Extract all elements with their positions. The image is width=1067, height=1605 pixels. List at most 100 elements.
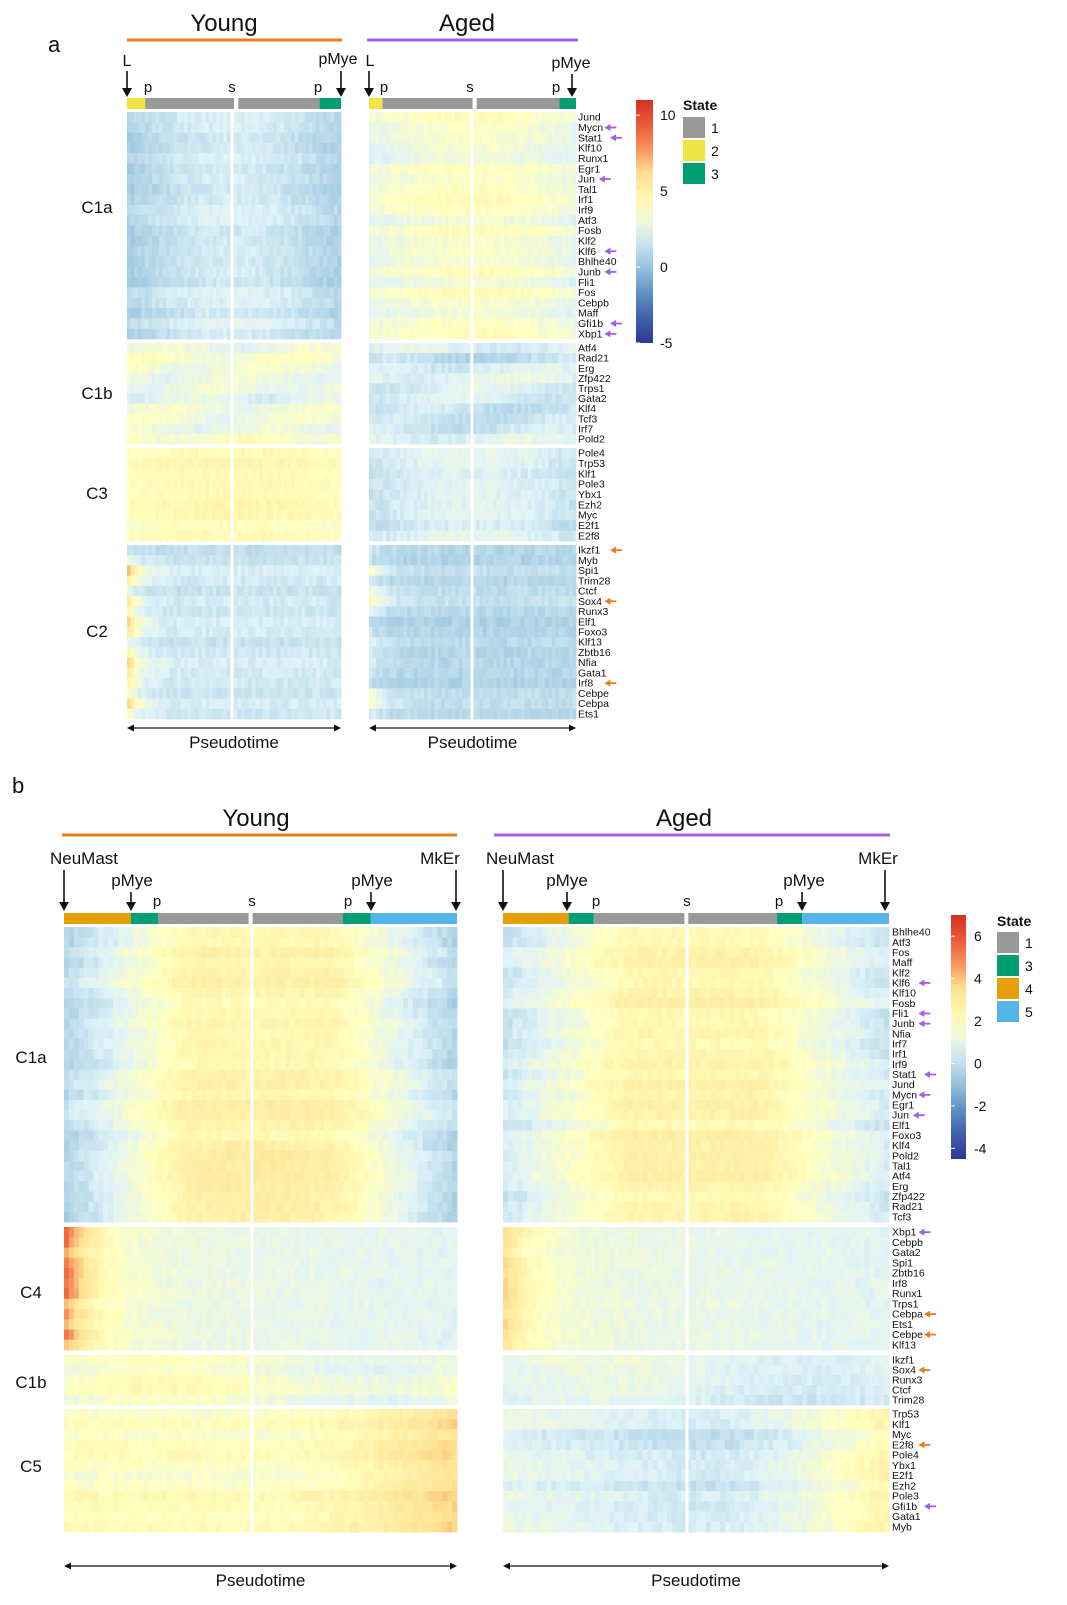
heat-cell	[565, 373, 570, 384]
heat-cell	[500, 122, 504, 134]
heat-cell	[301, 353, 306, 364]
heat-cell	[312, 246, 317, 257]
heat-cell	[137, 112, 142, 123]
heat-cell	[413, 297, 418, 309]
heat-cell	[255, 383, 260, 394]
heat-cell	[551, 423, 556, 435]
heat-cell	[333, 343, 338, 354]
heat-cell	[241, 256, 246, 268]
heat-cell	[441, 413, 446, 425]
heat-cell	[159, 413, 164, 425]
heat-cell	[431, 403, 435, 415]
heat-cell	[226, 173, 231, 185]
heat-cell	[280, 163, 285, 175]
heat-cell	[427, 142, 432, 154]
heat-cell	[330, 277, 335, 288]
heat-cell	[486, 403, 491, 415]
heat-cell	[513, 458, 518, 470]
heat-cell	[541, 448, 546, 459]
heat-cell	[198, 215, 203, 226]
heat-cell	[538, 112, 542, 123]
heat-cell	[472, 287, 477, 299]
heat-cell	[569, 393, 573, 404]
heat-cell	[191, 308, 196, 319]
heat-cell	[323, 448, 328, 459]
panel-a-gene-Pold2: Pold2	[578, 433, 605, 445]
heat-cell	[155, 363, 160, 374]
heat-cell	[187, 373, 192, 384]
heat-cell	[489, 225, 494, 237]
heat-cell	[301, 318, 306, 330]
heat-cell	[444, 142, 449, 154]
panel-a-gene-Tal1: Tal1	[578, 184, 597, 196]
heat-cell	[451, 215, 456, 226]
heat-cell	[486, 163, 491, 175]
heat-cell	[223, 266, 228, 278]
heat-cell	[151, 413, 156, 425]
panel-a-young-C1a-heatmap	[127, 112, 342, 340]
heat-cell	[438, 173, 442, 185]
heat-cell	[379, 194, 384, 206]
heat-cell	[176, 489, 181, 501]
heat-cell	[312, 373, 317, 384]
heat-cell	[223, 373, 228, 384]
heat-cell	[223, 204, 228, 216]
heat-cell	[400, 433, 404, 445]
heat-cell	[298, 343, 303, 354]
heat-cell	[500, 373, 504, 384]
heat-cell	[531, 153, 535, 164]
heat-cell	[127, 297, 131, 309]
heat-cell	[438, 499, 442, 511]
heat-cell	[312, 383, 317, 394]
heat-cell	[151, 489, 156, 501]
heat-cell	[386, 468, 391, 480]
heat-cell	[191, 363, 196, 374]
heat-cell	[541, 468, 546, 480]
heat-cell	[258, 520, 263, 532]
heat-cell	[548, 373, 553, 384]
heat-cell	[326, 153, 331, 164]
heat-cell	[507, 393, 511, 404]
heat-cell	[305, 433, 310, 445]
heat-cell	[201, 266, 206, 278]
heat-cell	[565, 520, 570, 532]
heat-cell	[462, 530, 466, 542]
heat-cell	[280, 413, 285, 425]
heat-cell	[424, 328, 429, 340]
heat-cell	[333, 112, 338, 123]
heat-cell	[489, 246, 494, 257]
heat-cell	[565, 287, 570, 299]
heat-cell	[375, 266, 380, 278]
heat-cell	[517, 383, 522, 394]
heat-cell	[269, 225, 274, 237]
heat-cell	[305, 308, 310, 319]
heat-cell	[441, 448, 446, 459]
heat-cell	[301, 499, 306, 511]
heat-cell	[205, 225, 210, 237]
heat-cell	[137, 468, 142, 480]
heat-cell	[400, 393, 404, 404]
heat-cell	[180, 173, 185, 185]
heat-cell	[134, 287, 139, 299]
heat-cell	[465, 204, 470, 216]
heat-cell	[127, 328, 131, 340]
heat-cell	[244, 308, 249, 319]
heat-cell	[308, 204, 313, 216]
heat-cell	[287, 142, 292, 154]
heat-cell	[219, 173, 224, 185]
heat-cell	[276, 153, 281, 164]
panel-a-young-p1: p	[144, 79, 152, 96]
heat-cell	[287, 308, 292, 319]
heat-cell	[555, 142, 560, 154]
heat-cell	[248, 499, 253, 511]
heat-cell	[496, 142, 501, 154]
heat-cell	[301, 132, 306, 144]
heat-cell	[291, 308, 296, 319]
heat-cell	[517, 122, 522, 134]
heat-cell	[479, 246, 484, 257]
heat-cell	[400, 403, 404, 415]
heat-cell	[251, 142, 256, 154]
heat-cell	[403, 163, 408, 175]
heat-cell	[420, 287, 425, 299]
heat-cell	[273, 363, 278, 374]
